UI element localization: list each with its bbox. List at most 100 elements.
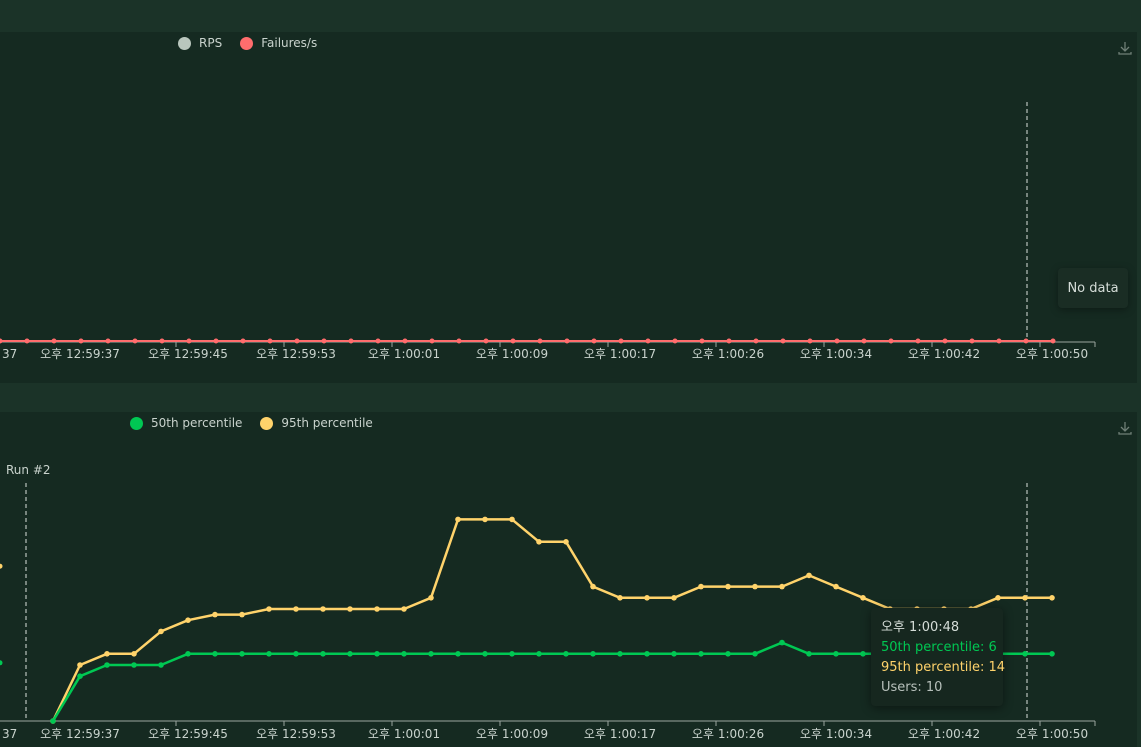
legend-item-rps[interactable]: RPS [178, 36, 222, 50]
data-point-failures [753, 338, 759, 344]
data-point-failures [294, 338, 300, 344]
data-point-p50 [77, 673, 83, 679]
download-icon[interactable] [1117, 40, 1133, 56]
data-point-failures [780, 338, 786, 344]
data-point-failures [51, 338, 57, 344]
data-point-failures [996, 338, 1002, 344]
data-point-p50 [320, 651, 326, 657]
data-point-failures [186, 338, 192, 344]
x-tick-label: 오후 1:00:01 [368, 347, 440, 361]
data-point-p95 [158, 628, 164, 635]
data-point-p50 [698, 651, 704, 657]
x-tick-label: 오후 12:59:45 [148, 727, 228, 741]
legend-item-p95[interactable]: 95th percentile [260, 416, 373, 430]
download-icon[interactable] [1117, 420, 1133, 436]
x-tick-label: 오후 1:00:09 [476, 347, 548, 361]
data-point-p50 [671, 651, 677, 657]
data-point-failures [0, 338, 3, 344]
data-point-p95 [779, 583, 785, 590]
data-point-p50 [1049, 651, 1055, 657]
data-point-failures [348, 338, 354, 344]
data-point-failures [861, 338, 867, 344]
x-tick-label: 오후 1:00:26 [692, 727, 764, 741]
data-point-p50 [266, 651, 272, 657]
data-point-p50 [482, 651, 488, 657]
data-point-p95 [239, 611, 245, 618]
data-point-failures [321, 338, 327, 344]
data-point-failures [672, 338, 678, 344]
data-point-p50 [104, 662, 110, 668]
data-point-failures [240, 338, 246, 344]
data-point-p50 [401, 651, 407, 657]
data-point-failures [915, 338, 921, 344]
data-point-p95 [563, 539, 569, 545]
x-tick-label: 오후 1:00:50 [1016, 347, 1088, 361]
data-point-failures [159, 338, 165, 344]
data-point-failures [537, 338, 543, 344]
data-point-p95 [320, 606, 326, 612]
data-point-p95 [293, 606, 299, 612]
x-tick-label: 오후 12:59:37 [40, 727, 120, 741]
rps-legend: RPS Failures/s [178, 36, 317, 50]
data-point-p95 [374, 606, 380, 612]
x-tick-label: 오후 1:00:42 [908, 727, 980, 741]
data-point-failures [618, 338, 624, 344]
data-point-failures [429, 338, 435, 344]
x-tick-label: 오후 1:00:17 [584, 727, 656, 741]
x-tick-label: 오후 1:00:01 [368, 727, 440, 741]
tooltip-time: 오후 1:00:48 [881, 620, 960, 635]
data-point-failures [591, 338, 597, 344]
data-point-p95 [185, 617, 191, 623]
data-point-p50 [50, 718, 56, 724]
x-tick-label: 오후 1:00:50 [1016, 727, 1088, 741]
data-point-p50 [617, 651, 623, 657]
data-point-failures [942, 338, 948, 344]
data-point-failures [564, 338, 570, 344]
data-point-failures [510, 338, 516, 344]
data-point-p50 [806, 651, 812, 657]
legend-label-p50: 50th percentile [151, 416, 243, 430]
response-time-legend: 50th percentile 95th percentile [130, 416, 373, 430]
data-point-failures [807, 338, 813, 344]
data-point-p95 [806, 572, 812, 579]
data-point-failures [1023, 338, 1029, 344]
no-data-tooltip: No data [1058, 268, 1128, 308]
data-point-p95 [455, 516, 461, 523]
data-point-p50 [752, 651, 758, 657]
data-point-failures [1050, 338, 1056, 344]
data-point-p50 [374, 651, 380, 657]
x-tick-label: 37 [2, 347, 17, 361]
legend-dot-p95 [260, 416, 274, 430]
data-point-p95 [1022, 595, 1028, 601]
data-point-failures [24, 338, 30, 344]
data-point-failures [645, 338, 651, 344]
data-point-p50 [536, 651, 542, 657]
data-point-failures [834, 338, 840, 344]
legend-label-failures: Failures/s [261, 36, 318, 50]
data-point-p95 [1049, 595, 1055, 601]
data-point-failures [402, 338, 408, 344]
data-point-p95 [266, 606, 272, 612]
data-point-p50 [131, 662, 137, 668]
legend-item-failures[interactable]: Failures/s [240, 36, 317, 50]
x-tick-label: 오후 1:00:26 [692, 347, 764, 361]
data-point-p95 [482, 516, 488, 523]
data-point-p50 [293, 651, 299, 657]
legend-item-p50[interactable]: 50th percentile [130, 416, 242, 430]
data-point-p95 [752, 583, 758, 590]
data-point-p50 [212, 651, 218, 657]
data-point-p95 [131, 651, 137, 657]
x-tick-label: 오후 1:00:09 [476, 727, 548, 741]
data-point-p50 [428, 651, 434, 657]
data-point-p50 [347, 651, 353, 657]
data-point-failures [699, 338, 705, 344]
legend-label-rps: RPS [199, 36, 223, 50]
data-point-p50 [0, 660, 3, 666]
data-point-failures [726, 338, 732, 344]
x-tick-label: 오후 12:59:45 [148, 347, 228, 361]
data-point-p95 [644, 595, 650, 601]
data-point-p50 [455, 651, 461, 657]
x-tick-label: 오후 1:00:34 [800, 347, 872, 361]
data-point-p50 [860, 651, 866, 657]
